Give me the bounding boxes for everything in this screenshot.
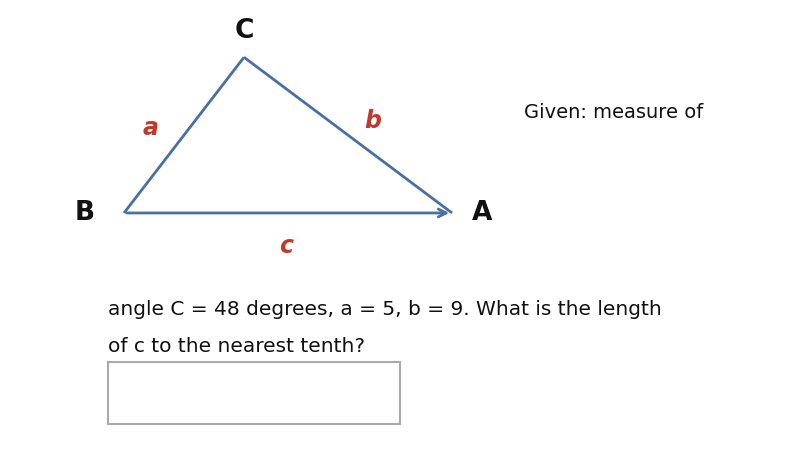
Text: A: A [472, 200, 492, 226]
Text: a: a [142, 116, 158, 140]
Text: B: B [74, 200, 94, 226]
Bar [108, 362, 400, 424]
Text: angle C = 48 degrees, a = 5, b = 9. What is the length: angle C = 48 degrees, a = 5, b = 9. What… [108, 300, 662, 319]
Text: of c to the nearest tenth?: of c to the nearest tenth? [108, 337, 365, 355]
Text: Given: measure of: Given: measure of [524, 103, 703, 122]
Text: b: b [364, 109, 381, 133]
Text: C: C [234, 17, 254, 44]
Text: c: c [279, 234, 294, 257]
